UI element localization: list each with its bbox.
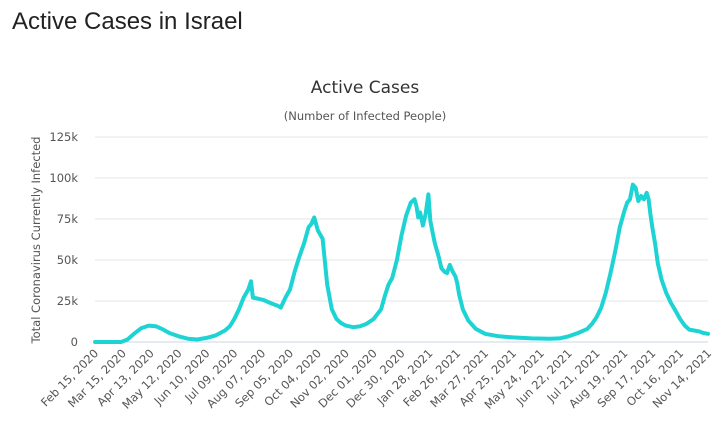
gridlines [95, 136, 708, 343]
y-tick-label: 0 [71, 335, 78, 349]
y-tick-label: 100k [49, 171, 78, 185]
y-tick-label: 50k [57, 253, 79, 267]
y-tick-label: 75k [57, 212, 79, 226]
y-axis-label: Total Coronavirus Currently Infected [29, 137, 43, 345]
y-tick-labels: 0 25k 50k 75k 100k 125k [49, 130, 78, 349]
series-group [93, 182, 710, 344]
page-heading: Active Cases in Israel [12, 8, 243, 35]
chart-title: Active Cases [311, 78, 420, 98]
y-tick-label: 125k [49, 130, 78, 144]
chart-subtitle: (Number of Infected People) [284, 109, 446, 123]
series-line [93, 182, 710, 344]
y-tick-label: 25k [57, 294, 79, 308]
